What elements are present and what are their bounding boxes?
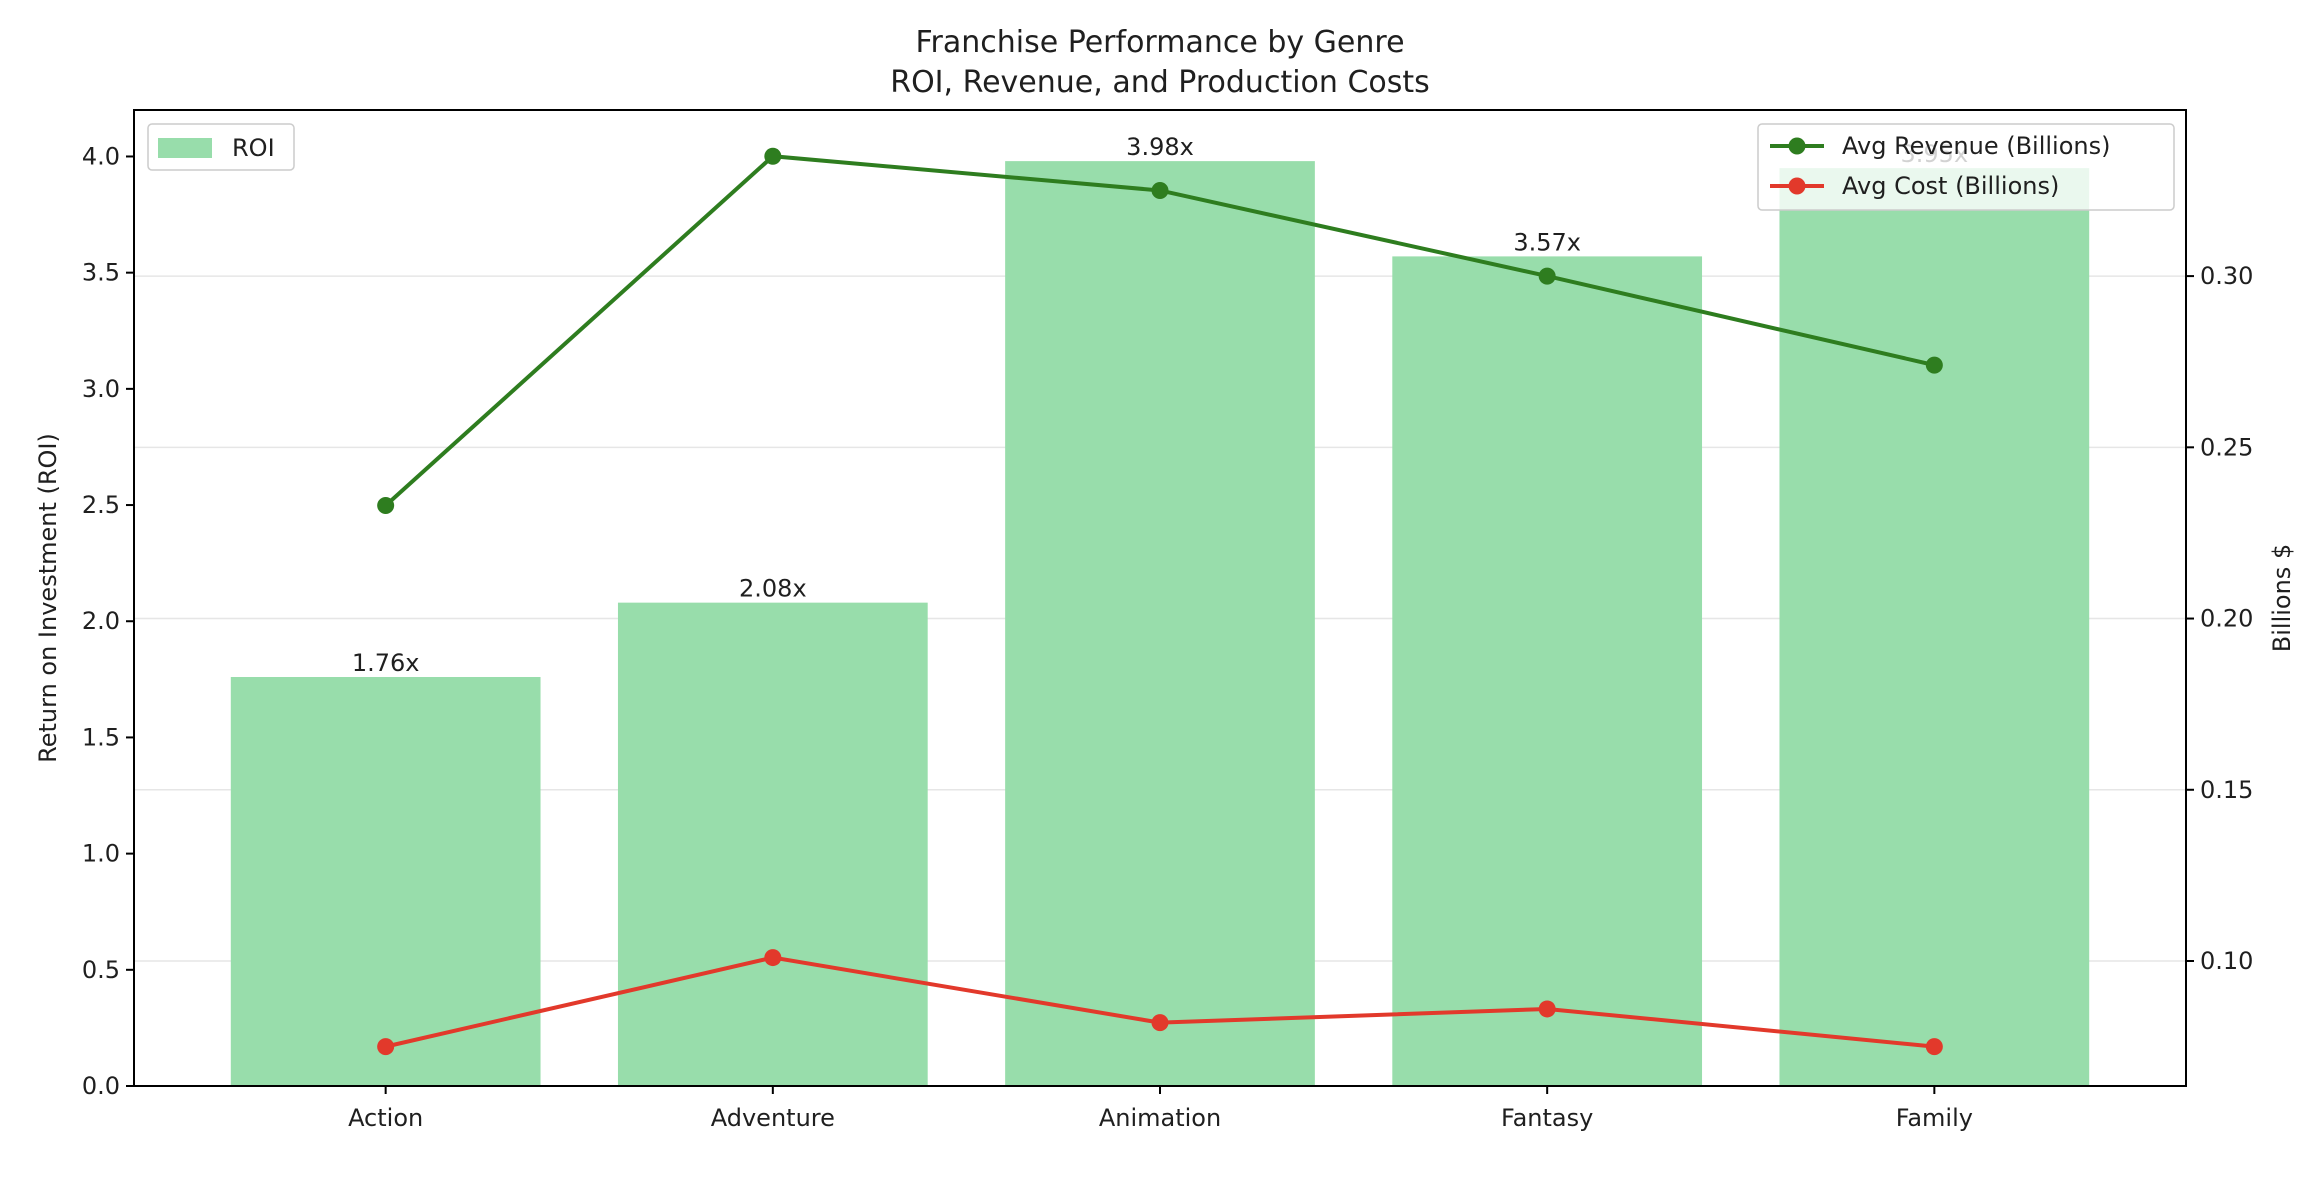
roi-value-label: 1.76x (352, 649, 420, 677)
revenue-legend-label: Avg Revenue (Billions) (1842, 132, 2111, 160)
right-tick-label: 0.10 (2200, 947, 2253, 975)
roi-value-label: 3.57x (1513, 228, 1581, 256)
roi-bar (230, 677, 541, 1086)
cost-point (764, 949, 782, 967)
x-tick-label: Action (348, 1104, 423, 1132)
roi-value-label: 2.08x (739, 575, 807, 603)
revenue-point (1925, 356, 1943, 374)
revenue-point (1151, 181, 1169, 199)
left-tick-label: 1.0 (82, 840, 120, 868)
roi-bar (1005, 161, 1315, 1087)
roi-bar (1779, 168, 2090, 1087)
cost-point (1538, 1000, 1556, 1018)
revenue-point (1538, 267, 1556, 285)
left-tick-label: 3.0 (82, 375, 120, 403)
cost-point (1151, 1014, 1169, 1032)
right-tick-label: 0.20 (2200, 605, 2253, 633)
cost-point (1925, 1038, 1943, 1056)
x-tick-label: Adventure (711, 1104, 835, 1132)
right-axis-label: Billions $ (2268, 544, 2296, 652)
left-tick-label: 2.0 (82, 607, 120, 635)
cost-point (377, 1038, 395, 1056)
right-tick-label: 0.25 (2200, 433, 2253, 461)
chart-subtitle: ROI, Revenue, and Production Costs (890, 65, 1430, 100)
roi-legend-box (147, 123, 295, 171)
left-tick-label: 1.5 (82, 723, 120, 751)
left-tick-label: 4.0 (82, 142, 120, 170)
chart-title: Franchise Performance by Genre (915, 25, 1404, 60)
cost-legend-marker (1788, 177, 1806, 195)
cost-legend-label: Avg Cost (Billions) (1842, 172, 2059, 200)
x-tick-label: Fantasy (1501, 1104, 1593, 1132)
revenue-point (764, 147, 782, 165)
x-tick-label: Animation (1099, 1104, 1221, 1132)
roi-legend-label: ROI (232, 134, 275, 162)
left-tick-label: 0.0 (82, 1072, 120, 1100)
right-tick-label: 0.30 (2200, 262, 2253, 290)
left-tick-label: 0.5 (82, 956, 120, 984)
right-tick-label: 0.15 (2200, 776, 2253, 804)
left-tick-label: 2.5 (82, 491, 120, 519)
revenue-point (377, 497, 395, 515)
roi-value-label: 3.98x (1126, 133, 1194, 161)
revenue-legend-marker (1788, 137, 1806, 155)
x-tick-label: Family (1896, 1104, 1973, 1132)
left-tick-label: 3.5 (82, 259, 120, 287)
roi-legend-swatch (158, 138, 212, 158)
line-legend-box (1757, 123, 2175, 211)
roi-bar (1392, 256, 1703, 1086)
left-axis-label: Return on Investment (ROI) (34, 433, 62, 763)
roi-bar (617, 602, 928, 1086)
